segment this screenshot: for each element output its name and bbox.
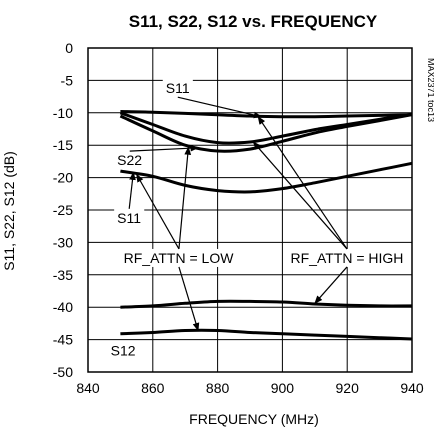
annotation-arrow	[136, 173, 180, 250]
x-tick-label: 840	[76, 380, 100, 396]
annotation-label-2: S22	[117, 152, 142, 168]
annotation-label-6: S12	[111, 343, 136, 359]
series-line-5	[120, 299, 413, 309]
annotations: S11 S22 S11 RF_ATTN = LOW RF_ATTN = HIGH S12	[107, 79, 407, 360]
y-axis-label: S11, S22, S12 (dB)	[1, 151, 17, 271]
annotation-label-4: RF_ATTN = LOW	[124, 250, 235, 266]
annotation-arrow	[314, 266, 348, 304]
series-line-3	[119, 113, 413, 153]
y-tick-label: -15	[53, 137, 73, 153]
y-tick-label: -50	[53, 364, 73, 380]
annotation-label-1: S11	[166, 80, 190, 96]
series	[119, 110, 413, 341]
x-tick-label: 920	[336, 380, 360, 396]
chart-title: S11, S22, S12 vs. FREQUENCY	[129, 12, 378, 31]
series-line-4	[120, 161, 413, 194]
series-line-2	[119, 111, 413, 145]
annotation-label-bg	[114, 208, 145, 227]
annotation-arrow	[257, 115, 348, 250]
annotation-arrow	[177, 96, 263, 119]
annotation-arrow	[178, 266, 200, 332]
annotation-arrow	[178, 146, 192, 250]
y-tick-label: 0	[65, 40, 73, 56]
annotation-label-bg	[114, 151, 146, 170]
plot-frame	[87, 47, 413, 373]
y-tick-label: -40	[53, 299, 73, 315]
x-tick-label: 860	[141, 380, 165, 396]
y-tick-label: -45	[53, 332, 73, 348]
y-tick-label: -20	[53, 170, 73, 186]
y-tick-label: -35	[53, 267, 73, 283]
annotation-arrow	[252, 141, 348, 250]
annotation-label-3: S11	[117, 210, 141, 226]
annotation-label-5: RF_ATTN = HIGH	[291, 250, 404, 266]
x-tick-label: 900	[271, 380, 295, 396]
y-tick-label: -5	[61, 72, 74, 88]
y-tick-label: -25	[53, 202, 73, 218]
annotation-label-bg	[107, 341, 139, 360]
series-line-1	[120, 110, 413, 119]
x-tick-label: 880	[206, 380, 230, 396]
x-axis-label: FREQUENCY (MHz)	[189, 411, 319, 427]
tick-labels: 840 860 880 900 920 940 0 -5 -10 -15 -20 -25 -30 -35 -…	[53, 40, 424, 396]
annotation-label-bg	[120, 248, 238, 267]
annotation-arrow	[128, 171, 136, 209]
x-tick-label: 940	[400, 380, 424, 396]
y-tick-label: -30	[53, 234, 73, 250]
side-label: MAX2371 toc13	[426, 58, 434, 122]
annotation-label-bg	[162, 79, 193, 98]
series-line-6	[120, 328, 413, 341]
annotation-label-bg	[287, 248, 407, 267]
y-tick-label: -10	[53, 105, 73, 121]
